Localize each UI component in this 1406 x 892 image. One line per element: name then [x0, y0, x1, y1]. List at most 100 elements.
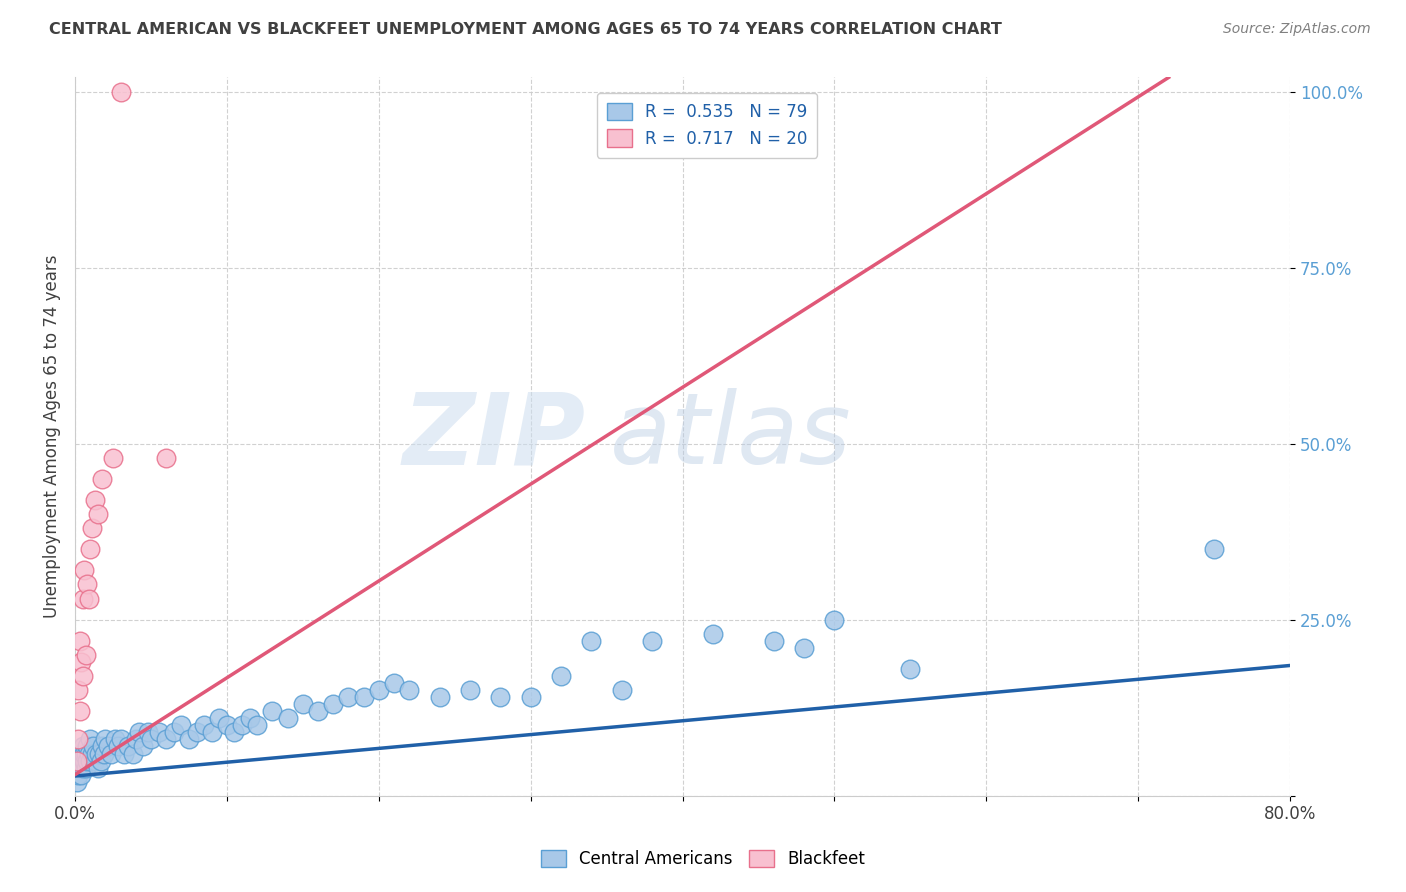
- Point: [77, 747, 100, 761]
- Point: [136, 725, 159, 739]
- Point: [702, 627, 724, 641]
- Point: [177, 732, 200, 747]
- Point: [100, 747, 122, 761]
- Point: [121, 747, 143, 761]
- Point: [87, 507, 110, 521]
- Point: [84, 747, 107, 761]
- Point: [581, 633, 603, 648]
- Point: [110, 85, 132, 99]
- Point: [83, 493, 105, 508]
- Point: [76, 739, 98, 754]
- Point: [72, 761, 94, 775]
- Point: [87, 761, 110, 775]
- Point: [170, 718, 193, 732]
- Point: [79, 754, 101, 768]
- Point: [72, 591, 94, 606]
- Point: [67, 732, 90, 747]
- Point: [398, 683, 420, 698]
- Point: [93, 747, 115, 761]
- Text: atlas: atlas: [610, 388, 851, 485]
- Point: [80, 521, 103, 535]
- Point: [65, 774, 87, 789]
- Point: [132, 739, 155, 754]
- Point: [262, 704, 284, 718]
- Point: [824, 613, 846, 627]
- Point: [69, 747, 91, 761]
- Point: [353, 690, 375, 705]
- Text: Source: ZipAtlas.com: Source: ZipAtlas.com: [1223, 22, 1371, 37]
- Point: [101, 450, 124, 465]
- Point: [91, 739, 114, 754]
- Point: [75, 648, 97, 662]
- Point: [186, 725, 208, 739]
- Point: [519, 690, 541, 705]
- Point: [550, 669, 572, 683]
- Point: [291, 697, 314, 711]
- Point: [215, 718, 238, 732]
- Point: [458, 683, 481, 698]
- Text: ZIP: ZIP: [402, 388, 585, 485]
- Point: [79, 732, 101, 747]
- Point: [70, 767, 93, 781]
- Point: [73, 563, 96, 577]
- Point: [75, 747, 97, 761]
- Point: [201, 725, 224, 739]
- Point: [793, 640, 815, 655]
- Legend: Central Americans, Blackfeet: Central Americans, Blackfeet: [534, 843, 872, 875]
- Point: [382, 676, 405, 690]
- Point: [79, 542, 101, 557]
- Point: [148, 725, 170, 739]
- Point: [94, 732, 117, 747]
- Point: [429, 690, 451, 705]
- Point: [337, 690, 360, 705]
- Point: [76, 577, 98, 591]
- Point: [762, 633, 785, 648]
- Point: [1204, 542, 1226, 557]
- Point: [117, 739, 139, 754]
- Point: [67, 754, 90, 768]
- Point: [70, 754, 93, 768]
- Point: [103, 732, 125, 747]
- Point: [610, 683, 633, 698]
- Point: [69, 704, 91, 718]
- Point: [155, 732, 177, 747]
- Point: [139, 732, 162, 747]
- Point: [193, 718, 215, 732]
- Point: [246, 718, 269, 732]
- Point: [65, 754, 87, 768]
- Point: [231, 718, 253, 732]
- Point: [128, 725, 150, 739]
- Point: [67, 683, 90, 698]
- Point: [72, 669, 94, 683]
- Point: [67, 767, 90, 781]
- Point: [224, 725, 246, 739]
- Point: [73, 747, 96, 761]
- Point: [80, 747, 103, 761]
- Point: [239, 711, 262, 725]
- Point: [90, 754, 112, 768]
- Point: [76, 754, 98, 768]
- Point: [89, 747, 111, 761]
- Point: [110, 732, 132, 747]
- Legend: R =  0.535   N = 79, R =  0.717   N = 20: R = 0.535 N = 79, R = 0.717 N = 20: [596, 93, 817, 158]
- Point: [322, 697, 344, 711]
- Point: [97, 739, 120, 754]
- Point: [91, 472, 114, 486]
- Point: [72, 739, 94, 754]
- Point: [125, 732, 148, 747]
- Point: [69, 761, 91, 775]
- Point: [641, 633, 664, 648]
- Point: [277, 711, 299, 725]
- Point: [107, 739, 129, 754]
- Point: [900, 662, 922, 676]
- Point: [77, 591, 100, 606]
- Point: [83, 754, 105, 768]
- Point: [208, 711, 231, 725]
- Point: [69, 633, 91, 648]
- Point: [70, 655, 93, 669]
- Point: [82, 739, 104, 754]
- Point: [112, 747, 135, 761]
- Point: [73, 754, 96, 768]
- Y-axis label: Unemployment Among Ages 65 to 74 years: Unemployment Among Ages 65 to 74 years: [44, 255, 60, 618]
- Point: [489, 690, 512, 705]
